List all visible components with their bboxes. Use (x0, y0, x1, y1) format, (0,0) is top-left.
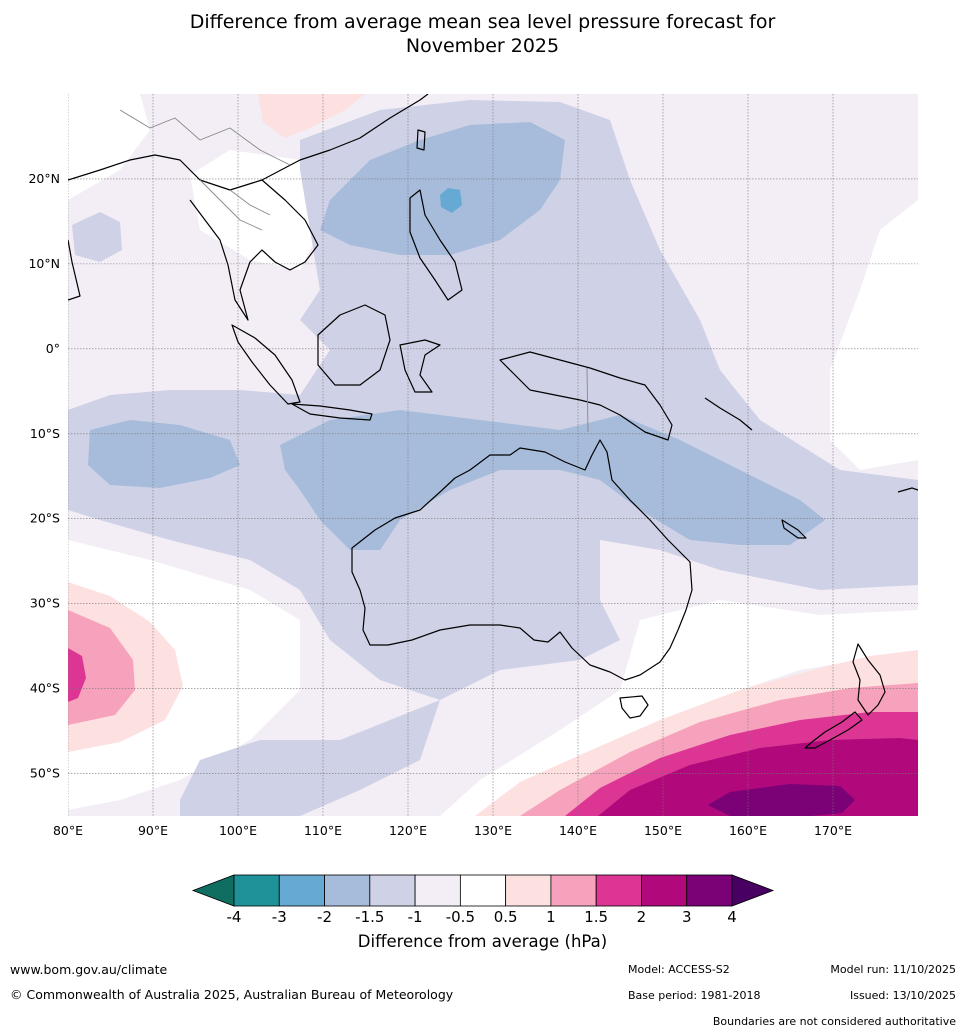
anomaly-region-minus-1-to-minus-1-5-west (72, 212, 122, 262)
footer-website[interactable]: www.bom.gov.au/climate (10, 962, 168, 977)
lon-label: 90°E (138, 823, 168, 838)
lon-label: 160°E (729, 823, 767, 838)
borneo-coastline (317, 304, 391, 386)
lat-label: 0° (46, 341, 60, 356)
map-plot-area (68, 94, 918, 816)
png-border (586, 367, 589, 433)
country-borders (119, 109, 589, 433)
lat-label: 10°S (30, 426, 60, 441)
philippines-coastline (409, 189, 463, 301)
lon-label: 130°E (474, 823, 512, 838)
title-line-2: November 2025 (405, 35, 560, 57)
coastlines (68, 94, 918, 749)
colorbar-label: Difference from average (hPa) (357, 932, 608, 951)
neutral-region-east (830, 200, 918, 470)
anomaly-region-minus-1-5-to-minus-2-centre (280, 410, 825, 550)
anomaly-region-minus-1-5-to-minus-2-north (320, 122, 565, 255)
lat-label: 30°S (30, 596, 60, 611)
new-caledonia-coastline (781, 519, 807, 539)
lon-label: 120°E (389, 823, 427, 838)
neutral-region-southeast (440, 600, 918, 816)
lon-label: 100°E (219, 823, 257, 838)
lon-label: 80°E (53, 823, 83, 838)
neutral-region-west-indochina (190, 150, 320, 270)
new-zealand-south-island-coastline (804, 711, 863, 749)
australia-coastline (351, 439, 693, 681)
colorbar-segment (595, 874, 642, 907)
colorbar-tick-label: -2 (317, 908, 332, 926)
colorbar-tick-label: 0.5 (494, 908, 518, 926)
sumatra-coastline (231, 324, 301, 405)
colorbar-segment (278, 874, 325, 907)
colorbar-tick-label: 4 (727, 908, 737, 926)
colorbar-tick-label: -1 (408, 908, 423, 926)
colorbar-tick-label: 3 (682, 908, 692, 926)
anomaly-region-plus-3-to-4 (708, 784, 855, 816)
colorbar-tick-label: 1 (546, 908, 556, 926)
colorbar-segment (505, 874, 552, 907)
gridlines (68, 94, 918, 816)
lon-label: 170°E (814, 823, 852, 838)
colorbar-extension-high (731, 874, 775, 907)
lat-label: 10°N (28, 256, 60, 271)
anomaly-region-plus-0-5-to-1-north (258, 94, 365, 138)
colorbar-segment (414, 874, 461, 907)
lat-label: 20°N (28, 171, 60, 186)
lat-label: 20°S (30, 511, 60, 526)
footer-model: Model: ACCESS-S2 (628, 963, 730, 976)
sulawesi-coastline (399, 339, 441, 393)
lon-label: 150°E (644, 823, 682, 838)
longitude-labels: 80°E 90°E 100°E 110°E 120°E 130°E 140°E 150°E 16… (53, 823, 852, 838)
colorbar-tick-label: -4 (227, 908, 242, 926)
footer-issued: Issued: 13/10/2025 (849, 989, 956, 1002)
colorbar-tick-label: -0.5 (446, 908, 475, 926)
colorbar-tick-label: 2 (637, 908, 647, 926)
footer-copyright: © Commonwealth of Australia 2025, Austra… (10, 987, 454, 1002)
colorbar-extension-low (191, 874, 235, 907)
colorbar-tick-label: -1.5 (355, 908, 384, 926)
colorbar-tick-label: 1.5 (584, 908, 608, 926)
colorbar-segment (686, 874, 733, 907)
new-guinea-coastline (499, 351, 673, 441)
solomon-islands-coastline (704, 397, 753, 431)
colorbar-segment (233, 874, 280, 907)
title-line-1: Difference from average mean sea level p… (189, 11, 776, 33)
anomaly-region-minus-1-5-to-minus-2-west (88, 420, 240, 488)
footer-model-run: Model run: 11/10/2025 (830, 963, 956, 976)
map-title: Difference from average mean sea level p… (0, 10, 965, 58)
colorbar-segment (641, 874, 688, 907)
latitude-labels: 20°N 10°N 0° 10°S 20°S 30°S 40°S 50°S (28, 171, 60, 781)
lon-label: 110°E (304, 823, 342, 838)
new-zealand-north-island-coastline (852, 643, 886, 716)
colorbar-segment (324, 874, 371, 907)
lat-label: 50°S (30, 766, 60, 781)
lon-label: 140°E (559, 823, 597, 838)
tasmania-coastline (619, 695, 649, 719)
anomaly-region-plus-1-to-1-5-west (68, 610, 135, 725)
asia-borders (119, 109, 291, 231)
colorbar-segment (459, 874, 507, 907)
colorbar-tick-label: -3 (272, 908, 287, 926)
asia-coastline (68, 94, 429, 191)
footer-boundaries-note: Boundaries are not considered authoritat… (712, 1015, 956, 1028)
footer-base-period: Base period: 1981-2018 (628, 989, 761, 1002)
india-coastline (68, 239, 81, 301)
colorbar-segment (369, 874, 416, 907)
taiwan-coastline (416, 129, 426, 151)
java-coastline (291, 403, 373, 421)
fiji-coastline (897, 487, 918, 493)
indochina-coastline (189, 179, 319, 321)
colorbar: -4 -3 -2 -1.5 -1 -0.5 0.5 1 1.5 2 3 4 (191, 874, 775, 926)
anomaly-region-minus-2-to-minus-3 (440, 188, 462, 213)
colorbar-segment (550, 874, 597, 907)
lat-label: 40°S (30, 681, 60, 696)
